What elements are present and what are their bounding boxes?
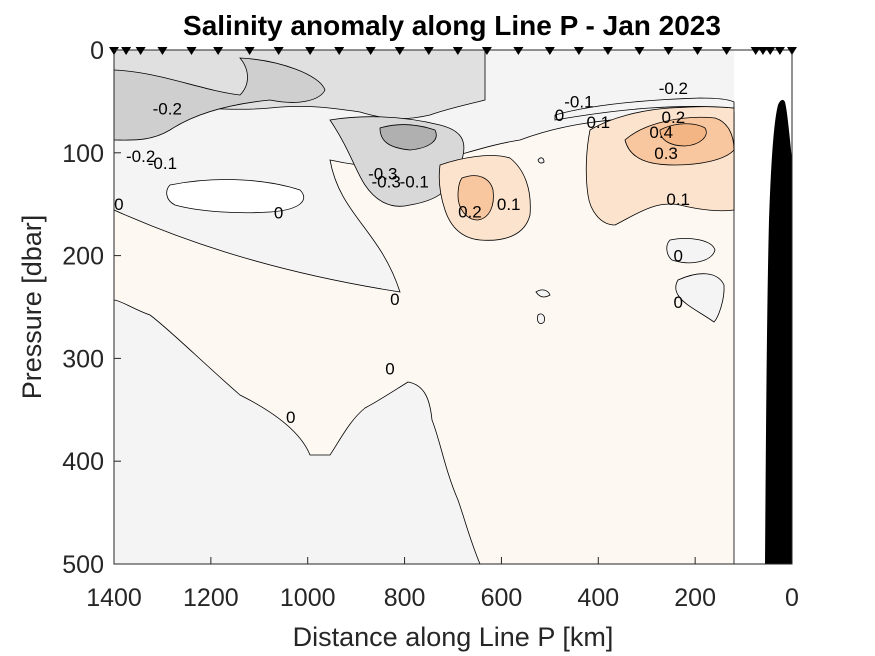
fill-region-small-patch-3	[537, 157, 545, 164]
station-marker	[481, 47, 492, 55]
contour-label: 0	[114, 195, 123, 214]
station-marker	[750, 47, 761, 55]
contour-label: 0	[673, 293, 682, 312]
station-marker	[692, 47, 703, 55]
x-tick-label: 600	[481, 584, 523, 612]
contour-label: 0	[390, 290, 399, 309]
contour-label: -0.1	[148, 154, 177, 173]
contour-labels: -0.2-0.2-0.1-0.3-0.3-0.10 000-0.10.10.2 0.…	[114, 79, 690, 427]
x-tick-label: 200	[674, 584, 716, 612]
contour-label: -0.2	[153, 100, 182, 119]
chart-title: Salinity anomaly along Line P - Jan 2023	[183, 10, 721, 41]
station-marker	[121, 47, 132, 55]
contour-label: -0.3	[368, 164, 397, 183]
y-tick-label: 300	[62, 345, 104, 373]
contour-label: 0	[385, 360, 394, 379]
contour-label: 0.2	[662, 108, 686, 127]
station-marker	[634, 47, 645, 55]
plot-frame	[113, 49, 793, 565]
x-axis-label: Distance along Line P [km]	[293, 622, 614, 652]
x-tick-label: 800	[384, 584, 426, 612]
y-tick-label: 200	[62, 243, 104, 271]
x-axis: 1400 1200 1000 800 600 400 200 0	[86, 557, 799, 612]
y-tick-label: 0	[90, 37, 104, 65]
y-axis: 0 100 200 300 400 500	[62, 37, 121, 579]
station-marker	[244, 47, 255, 55]
x-tick-label: 1000	[280, 584, 336, 612]
x-tick-label: 1400	[86, 584, 142, 612]
station-marker	[513, 47, 524, 55]
y-tick-label: 100	[62, 140, 104, 168]
contour-label: 0.2	[458, 202, 482, 221]
contour-label: 0	[555, 106, 564, 125]
station-marker	[544, 47, 555, 55]
y-tick-label: 400	[62, 448, 104, 476]
contour-label: 0	[286, 408, 295, 427]
station-marker	[663, 47, 674, 55]
station-marker	[305, 47, 316, 55]
station-marker	[273, 47, 284, 55]
contour-label: -0.2	[659, 79, 688, 98]
x-tick-label: 400	[577, 584, 619, 612]
y-tick-label: 500	[62, 551, 104, 579]
station-marker	[765, 47, 776, 55]
station-marker	[721, 47, 732, 55]
station-marker	[423, 47, 434, 55]
fill-region-small-patch-1	[535, 289, 551, 298]
contour-label: -0.1	[564, 92, 593, 111]
fill-region-positive-east-max	[659, 123, 707, 147]
contour-label: 0.1	[666, 190, 690, 209]
station-marker	[394, 47, 405, 55]
station-marker	[157, 47, 168, 55]
contour-label: 0.3	[654, 144, 678, 163]
station-marker	[573, 47, 584, 55]
contour-label: -0.2	[126, 147, 155, 166]
fill-region-east-patch-1	[666, 238, 716, 264]
fill-region-negative-east-band	[554, 97, 735, 121]
anomaly-fills	[114, 50, 735, 564]
contour-label: 0.4	[649, 123, 673, 142]
station-marker	[334, 47, 345, 55]
station-marker	[135, 47, 146, 55]
station-marker	[365, 47, 376, 55]
contour-label: -0.3	[372, 173, 401, 192]
x-tick-label: 1200	[183, 584, 239, 612]
contour-label: 0	[274, 203, 283, 222]
station-marker	[787, 47, 797, 55]
fill-region-negative-west-strong	[114, 57, 326, 141]
station-marker	[774, 47, 785, 55]
station-marker	[452, 47, 463, 55]
station-marker	[757, 47, 768, 55]
contour-label: 0.1	[586, 113, 610, 132]
contour-label: 0.1	[497, 195, 521, 214]
bathymetry-shelf	[765, 99, 792, 564]
fill-region-small-patch-2	[537, 313, 545, 324]
fill-region-west-patch	[166, 179, 305, 214]
contour-label: 0	[673, 247, 682, 266]
station-marker	[186, 47, 197, 55]
plot-area: -0.2-0.2-0.1-0.3-0.3-0.10 000-0.10.10.2 0.…	[114, 50, 792, 564]
station-marker	[213, 47, 224, 55]
fill-region-negative-core	[379, 124, 437, 151]
fill-region-positive-mid-core	[457, 175, 494, 221]
fill-region-positive	[114, 106, 735, 564]
contour-label: -0.1	[400, 173, 429, 192]
x-tick-label: 0	[785, 584, 799, 612]
y-axis-label: Pressure [dbar]	[17, 215, 47, 400]
station-marker	[602, 47, 613, 55]
station-marker	[109, 47, 119, 55]
fill-region-east-patch-2	[675, 273, 725, 323]
station-markers	[109, 47, 797, 55]
